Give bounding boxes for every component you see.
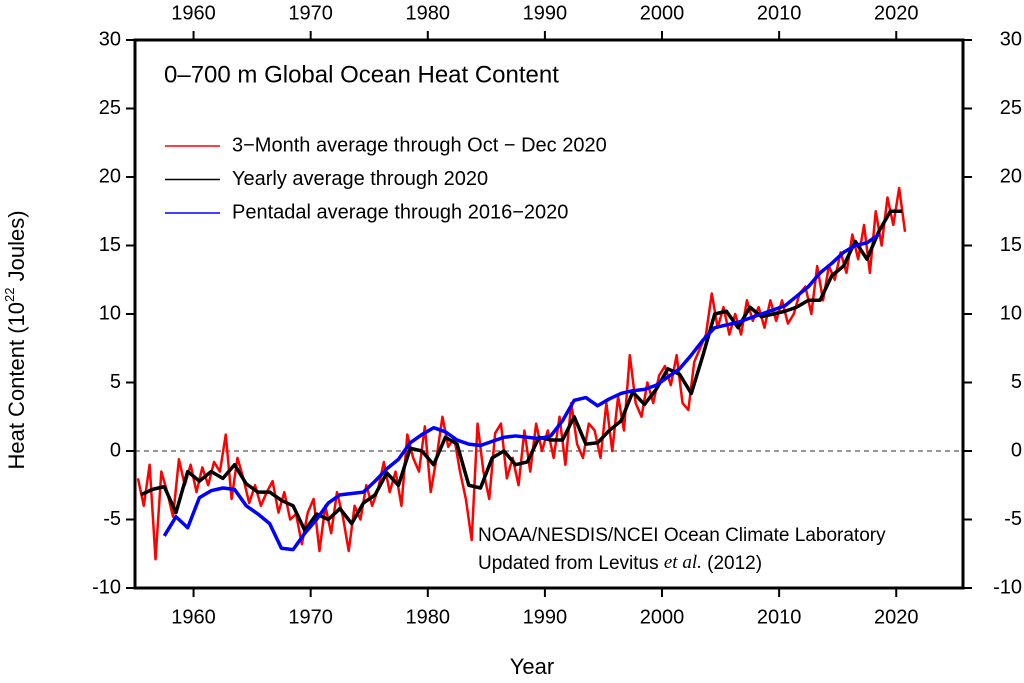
y-label-superscript: 22 [2,288,17,302]
x-tick-label: 1980 [406,606,451,628]
legend-label: Yearly average through 2020 [232,168,488,190]
y-tick-label: 30 [99,28,121,50]
x-tick-label-top: 1960 [171,2,216,24]
y-label-text: Joules) [4,210,29,287]
y-tick-label-right: 0 [1011,439,1022,461]
x-tick-label: 2000 [640,606,685,628]
y-tick-label-right: 30 [1000,28,1022,50]
annotation: Updated from Levitus et al. (2012) [478,552,762,574]
y-tick-label: 0 [110,439,121,461]
annotation-italic: et al. [664,552,702,573]
x-tick-label-top: 2000 [640,2,685,24]
x-tick-label: 2010 [757,606,802,628]
series-line [140,209,903,533]
y-tick-label-right: -5 [1004,508,1022,530]
y-tick-label: 10 [99,302,121,324]
y-tick-label-right: 10 [1000,302,1022,324]
chart-title: 0–700 m Global Ocean Heat Content [164,61,559,88]
y-tick-label: 20 [99,165,121,187]
y-tick-label: 15 [99,234,121,256]
legend-label: Pentadal average through 2016−2020 [232,201,568,223]
x-tick-label: 1990 [523,606,568,628]
y-tick-label: -5 [103,508,121,530]
legend-label: 3−Month average through Oct − Dec 2020 [232,134,607,156]
x-tick-label: 1960 [171,606,216,628]
x-axis-label: Year [510,654,554,679]
x-tick-label-top: 1970 [288,2,333,24]
y-tick-label-right: 5 [1011,371,1022,393]
plot-frame [133,38,965,590]
x-tick-label-top: 2020 [874,2,919,24]
y-tick-label: -10 [92,576,121,598]
series-line [136,186,907,561]
x-tick-label-top: 2010 [757,2,802,24]
y-tick-label: 5 [110,371,121,393]
annotation-text: Updated from Levitus [478,553,664,574]
annotation-text: (2012) [702,553,762,574]
y-tick-label-right: 15 [1000,234,1022,256]
y-label-text: Heat Content (10 [4,302,29,470]
x-tick-label: 1970 [288,606,333,628]
x-tick-label-top: 1990 [523,2,568,24]
y-tick-label-right: 20 [1000,165,1022,187]
y-tick-label: 25 [99,97,121,119]
y-tick-label-right: -10 [993,576,1022,598]
annotation: NOAA/NESDIS/NCEI Ocean Climate Laborator… [478,525,886,546]
y-tick-label-right: 25 [1000,97,1022,119]
x-tick-label-top: 1980 [406,2,451,24]
x-tick-label: 2020 [874,606,919,628]
series-line [162,233,880,552]
y-axis-label: Heat Content (1022 Joules) [2,210,29,469]
